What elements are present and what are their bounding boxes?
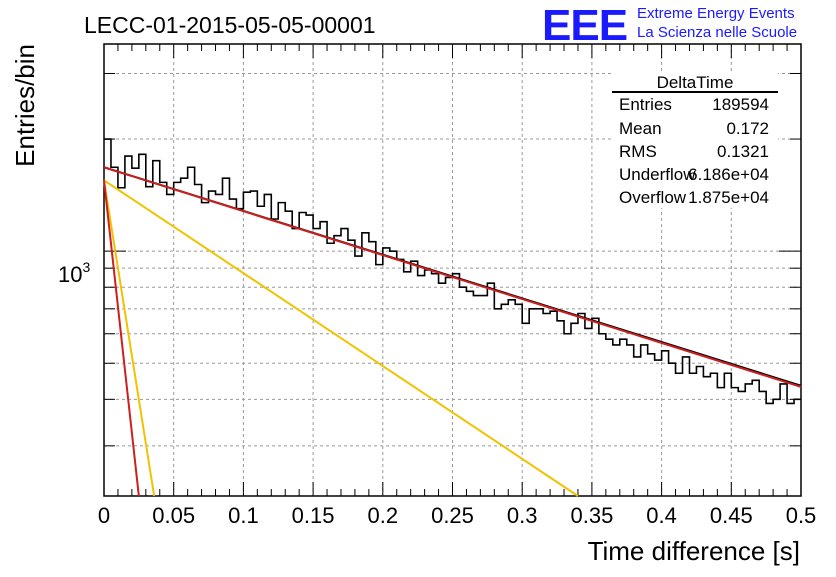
stats-value-underflow: 6.186e+04	[688, 165, 769, 184]
fit-curves	[103, 166, 802, 497]
stats-box-background	[612, 72, 778, 208]
fit-curve-3	[103, 180, 156, 497]
x-tick-label: 0.45	[710, 503, 753, 528]
stats-value-rms: 0.1321	[717, 142, 769, 161]
stats-value-mean: 0.172	[726, 119, 769, 138]
y-tick-label: 103	[58, 259, 90, 287]
x-tick-label: 0.5	[786, 503, 817, 528]
stats-title: DeltaTime	[657, 73, 734, 92]
x-axis-label: Time difference [s]	[588, 536, 800, 566]
chart-title: LECC-01-2015-05-05-00001	[84, 12, 376, 38]
y-axis-label: Entries/bin	[10, 44, 40, 167]
x-tick-labels: 0 0.05 0.1 0.15 0.2 0.25 0.3 0.35 0.4 0.45 0.5	[98, 503, 816, 528]
x-tick-label: 0.1	[228, 503, 259, 528]
stats-label-entries: Entries	[619, 95, 672, 114]
axis-ticks	[103, 44, 802, 496]
x-tick-label: 0.4	[646, 503, 677, 528]
fit-curve-4	[103, 180, 140, 497]
histogram-outline	[104, 138, 801, 405]
stats-label-underflow: Underflow	[619, 165, 696, 184]
grid	[104, 44, 801, 496]
stats-label-mean: Mean	[619, 119, 662, 138]
histogram-bars	[104, 138, 801, 405]
fit-curve-1	[103, 166, 802, 388]
stats-label-rms: RMS	[619, 142, 657, 161]
logo-mark: EEE	[542, 1, 627, 50]
stats-value-overflow: 1.875e+04	[688, 188, 769, 207]
x-tick-label: 0.25	[431, 503, 474, 528]
x-tick-label: 0.35	[570, 503, 613, 528]
logo-line-2: La Scienza nelle Scuole	[637, 24, 797, 41]
stats-value-entries: 189594	[712, 95, 769, 114]
x-tick-label: 0.05	[152, 503, 195, 528]
x-tick-label: 0	[98, 503, 110, 528]
x-tick-label: 0.3	[507, 503, 538, 528]
logo-line-1: Extreme Energy Events	[637, 5, 795, 22]
stats-rows: Entries 189594 Mean 0.172 RMS 0.1321 Und…	[619, 95, 769, 207]
stats-box: DeltaTime Entries 189594 Mean 0.172 RMS …	[612, 72, 778, 208]
fit-curve-2	[103, 179, 579, 497]
eee-logo: EEE Extreme Energy Events La Scienza nel…	[542, 1, 797, 50]
x-tick-label: 0.15	[292, 503, 335, 528]
stats-label-overflow: Overflow	[619, 188, 687, 207]
x-tick-label: 0.2	[368, 503, 399, 528]
